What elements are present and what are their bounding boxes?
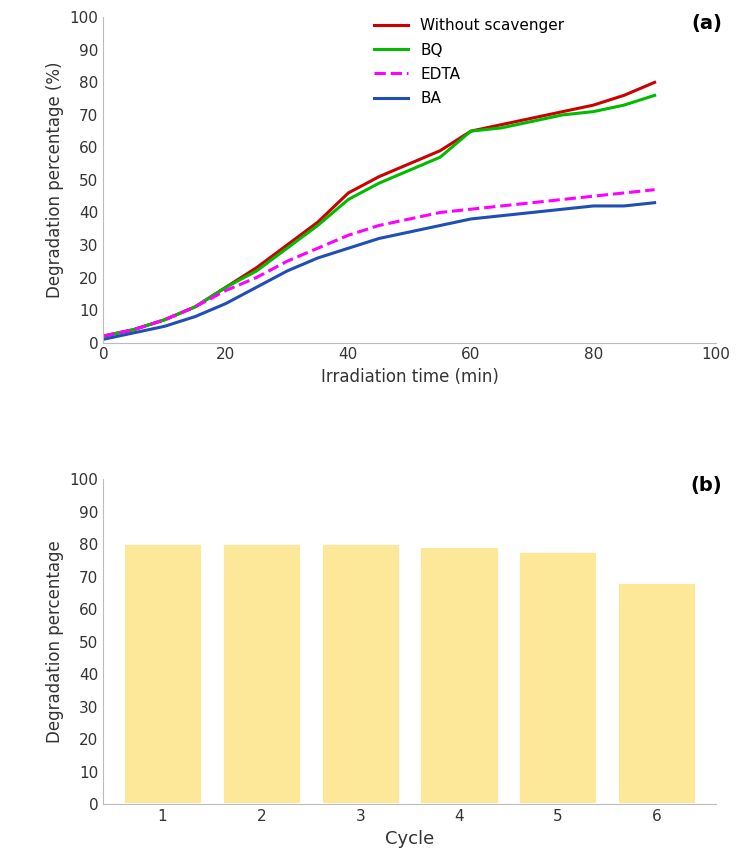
BQ [405,165,414,176]
Bar [222,542,301,804]
EDTA [130,324,139,335]
BQ [374,178,384,189]
Bar [617,581,696,804]
EDTA [283,256,292,266]
Without scavenger [99,331,108,342]
EDTA [252,272,261,283]
BA [620,201,629,211]
Legend: Without scavenger, BQ, EDTA, BA: Without scavenger, BQ, EDTA, BA [374,18,565,106]
BQ [497,123,506,133]
Y-axis label: Degradation percentage: Degradation percentage [46,541,64,743]
BQ [252,266,261,276]
Without scavenger [528,113,537,124]
Text: (b): (b) [690,476,722,495]
BA [190,311,199,322]
Without scavenger [313,217,322,227]
EDTA [160,315,169,325]
BQ [130,324,139,335]
EDTA [559,195,568,205]
BA [252,282,261,292]
EDTA [405,214,414,224]
BA [589,201,598,211]
Without scavenger [435,145,444,156]
EDTA [528,197,537,208]
BQ [620,100,629,111]
BA [497,210,506,221]
BA [344,243,353,253]
EDTA [221,285,230,296]
BQ [589,106,598,117]
Without scavenger [374,171,384,182]
BA [405,227,414,237]
Without scavenger [466,126,475,137]
Line: EDTA: EDTA [103,189,655,336]
Without scavenger [221,282,230,292]
Line: Without scavenger: Without scavenger [103,82,655,336]
Without scavenger [497,119,506,130]
BA [559,204,568,215]
EDTA [497,201,506,211]
EDTA [466,204,475,215]
BQ [313,221,322,231]
BA [374,234,384,244]
EDTA [589,191,598,202]
BA [528,208,537,218]
BA [650,197,659,208]
Without scavenger [344,188,353,198]
Without scavenger [283,240,292,250]
X-axis label: Irradiation time (min): Irradiation time (min) [320,368,499,386]
BQ [221,282,230,292]
BA [160,321,169,331]
BQ [466,126,475,137]
Bar [518,551,597,804]
EDTA [344,230,353,240]
Without scavenger [589,100,598,111]
BQ [99,331,108,342]
BQ [160,315,169,325]
Text: (a): (a) [691,14,722,33]
BQ [344,195,353,205]
BA [466,214,475,224]
EDTA [313,243,322,253]
BA [130,328,139,338]
Without scavenger [190,302,199,312]
BQ [650,90,659,100]
BQ [559,110,568,120]
Without scavenger [620,90,629,100]
Without scavenger [559,106,568,117]
Bar [419,546,498,804]
BA [221,298,230,309]
Without scavenger [130,324,139,335]
Without scavenger [160,315,169,325]
BQ [190,302,199,312]
Line: BA: BA [103,202,655,339]
X-axis label: Cycle: Cycle [385,830,434,848]
Bar [321,542,400,804]
EDTA [435,208,444,218]
Without scavenger [650,77,659,87]
Bar [123,542,202,804]
Without scavenger [252,263,261,273]
BA [435,221,444,231]
BQ [528,116,537,126]
EDTA [99,331,108,342]
Y-axis label: Degradation percentage (%): Degradation percentage (%) [46,61,64,298]
EDTA [620,188,629,198]
EDTA [374,221,384,231]
BA [99,334,108,344]
BQ [283,243,292,253]
Line: BQ: BQ [103,95,655,336]
BA [283,266,292,276]
BQ [435,152,444,163]
EDTA [650,184,659,195]
EDTA [190,302,199,312]
Without scavenger [405,158,414,169]
BA [313,253,322,263]
